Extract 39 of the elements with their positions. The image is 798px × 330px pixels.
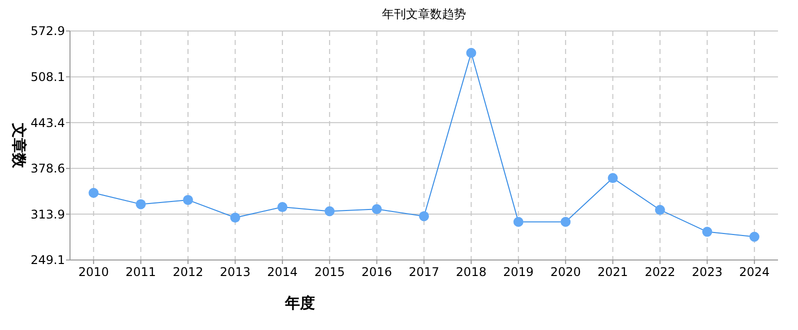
point bbox=[749, 232, 760, 242]
point bbox=[466, 48, 476, 58]
point bbox=[372, 204, 382, 214]
x-tick-label: 2023 bbox=[692, 265, 722, 279]
point bbox=[513, 216, 524, 227]
x-tick-label: 2017 bbox=[408, 265, 440, 279]
point bbox=[183, 194, 193, 205]
x-tick-label: 2011 bbox=[126, 265, 156, 279]
x-tick-label: 2020 bbox=[550, 265, 581, 279]
point bbox=[419, 211, 429, 222]
point bbox=[230, 212, 240, 223]
x-tick-label: 2016 bbox=[362, 265, 392, 279]
y-tick-label: 313.9 bbox=[30, 207, 65, 222]
x-tick-label: 2012 bbox=[172, 265, 204, 279]
point bbox=[277, 202, 288, 212]
x-axis-title: 年度 bbox=[284, 294, 315, 312]
point bbox=[324, 206, 335, 216]
point bbox=[560, 216, 571, 227]
y-axis-title: 文章数 bbox=[10, 122, 28, 169]
x-tick-label: 2010 bbox=[78, 265, 109, 279]
x-tick-label: 2022 bbox=[644, 265, 676, 279]
point bbox=[136, 199, 146, 210]
x-tick-label: 2015 bbox=[314, 265, 345, 279]
chart-title: 年刊文章数趋势 bbox=[382, 7, 466, 21]
x-tick-label: 2018 bbox=[456, 265, 486, 279]
point bbox=[608, 173, 618, 184]
x-tick-label: 2019 bbox=[503, 265, 534, 279]
y-tick-label: 508.1 bbox=[30, 70, 65, 84]
x-tick-label: 2024 bbox=[739, 265, 770, 279]
y-tick-label: 443.4 bbox=[30, 116, 65, 130]
y-tick-label: 249.1 bbox=[30, 253, 65, 268]
x-tick-label: 2013 bbox=[220, 265, 250, 279]
y-tick-label: 378.6 bbox=[30, 162, 65, 176]
x-tick-label: 2014 bbox=[267, 265, 298, 279]
point bbox=[88, 188, 99, 198]
point bbox=[655, 204, 665, 215]
point bbox=[702, 226, 712, 237]
x-tick-label: 2021 bbox=[598, 265, 628, 279]
y-tick-label: 572.9 bbox=[30, 24, 65, 38]
